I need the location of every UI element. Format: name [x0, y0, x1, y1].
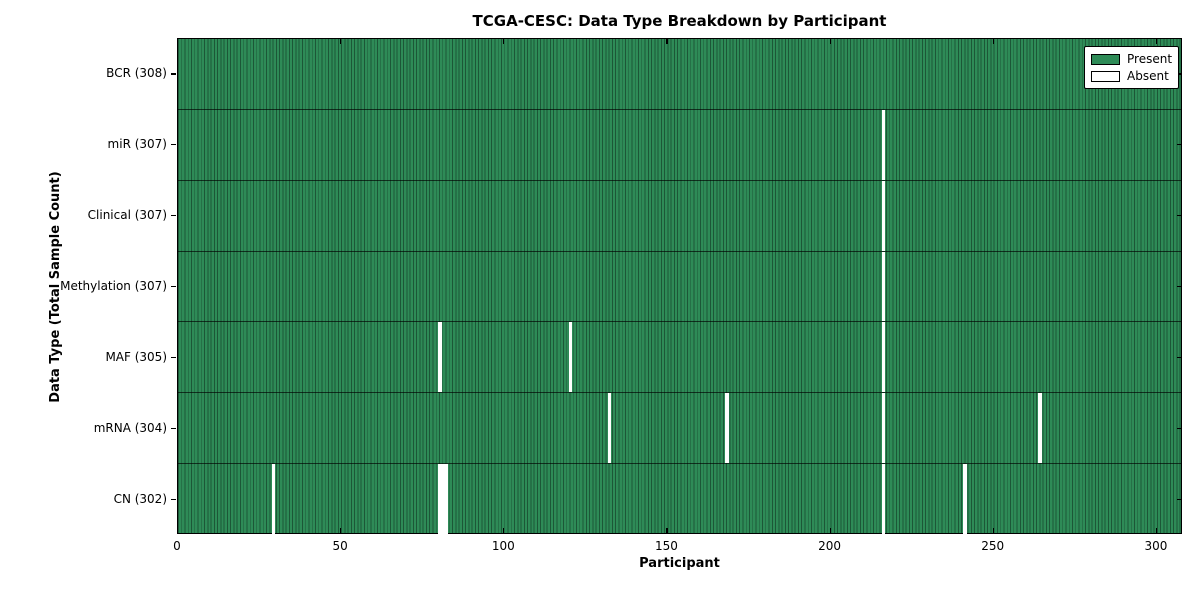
absent-marker-cn-29 [271, 464, 276, 534]
row-divider [177, 250, 1182, 252]
y-tick [171, 144, 176, 146]
absent-marker-maf-216 [881, 322, 886, 393]
absent-marker-methylation-216 [881, 251, 886, 322]
row-divider [177, 392, 1182, 394]
y-tick [1177, 498, 1182, 500]
absent-marker-cn-241 [963, 464, 968, 534]
x-tick [503, 39, 505, 44]
x-tick-label-50: 50 [332, 539, 348, 553]
y-tick [1177, 73, 1182, 75]
x-tick [992, 39, 994, 44]
x-tick [1155, 39, 1158, 44]
x-tick [503, 528, 505, 533]
row-divider [177, 108, 1182, 110]
x-tick [666, 528, 668, 533]
y-tick [1177, 286, 1182, 288]
absent-marker-mrna-168 [725, 393, 729, 464]
y-tick [171, 215, 176, 217]
absent-marker-maf-80 [438, 322, 442, 393]
x-tick-label-100: 100 [491, 539, 515, 553]
y-tick [1177, 427, 1182, 429]
absent-marker-cn-81 [441, 464, 445, 534]
x-tick-label-200: 200 [818, 539, 842, 553]
y-tick-label-clinical: Clinical (307) [87, 208, 167, 223]
y-tick-label-bcr: BCR (308) [106, 66, 167, 81]
legend: Present Absent [1084, 46, 1179, 89]
y-tick [171, 427, 176, 429]
y-tick [1177, 215, 1182, 217]
x-axis-label: Participant [639, 556, 720, 571]
absent-marker-clinical-216 [881, 180, 886, 251]
x-tick-label-300: 300 [1144, 539, 1168, 553]
y-tick-label-cn: CN (302) [113, 491, 167, 506]
x-tick [177, 39, 179, 44]
y-tick [171, 286, 176, 288]
present-swatch-icon [1091, 53, 1120, 65]
x-tick [992, 528, 994, 533]
row-divider [177, 321, 1182, 323]
row-divider [177, 179, 1182, 181]
chart-title: TCGA-CESC: Data Type Breakdown by Partic… [472, 12, 887, 30]
absent-marker-cn-216 [881, 464, 886, 534]
y-tick-label-mir: miR (307) [107, 137, 167, 152]
absent-marker-mir-216 [881, 109, 886, 180]
x-tick [829, 39, 831, 44]
x-tick [1155, 528, 1158, 533]
x-tick-label-150: 150 [654, 539, 678, 553]
plot-area [177, 38, 1182, 534]
absent-marker-cn-82 [444, 464, 449, 534]
y-tick [171, 356, 176, 359]
absent-marker-maf-120 [568, 322, 573, 393]
legend-entry-present: Present [1091, 52, 1172, 66]
y-tick-label-maf: MAF (305) [105, 349, 167, 364]
y-tick [1177, 356, 1182, 359]
y-tick-label-methylation: Methylation (307) [60, 279, 167, 293]
legend-entry-absent: Absent [1091, 69, 1172, 83]
absent-marker-cn-80 [438, 464, 442, 534]
absent-marker-mrna-216 [881, 393, 886, 464]
y-tick [1177, 144, 1182, 146]
y-tick-label-mrna: mRNA (304) [93, 420, 167, 435]
row-divider [177, 463, 1182, 465]
y-tick [171, 73, 176, 75]
absent-marker-mrna-132 [607, 393, 612, 464]
x-tick [340, 39, 342, 44]
x-tick [177, 528, 179, 533]
absent-marker-mrna-264 [1038, 393, 1043, 464]
x-tick [829, 528, 831, 533]
x-tick [666, 39, 668, 44]
legend-label-present: Present [1127, 52, 1173, 66]
x-tick [340, 528, 342, 533]
y-tick [171, 498, 176, 500]
x-tick-label-0: 0 [173, 539, 181, 553]
legend-label-absent: Absent [1127, 69, 1169, 83]
x-tick-label-250: 250 [981, 539, 1005, 553]
absent-swatch-icon [1091, 70, 1120, 82]
